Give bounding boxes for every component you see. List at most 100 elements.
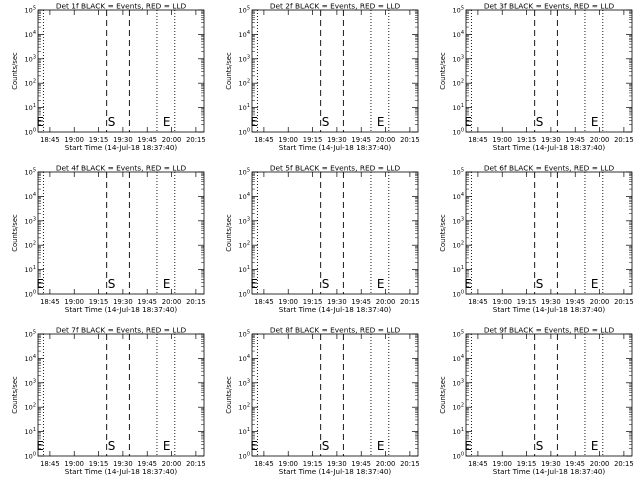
x-tick-label: 19:30 — [327, 298, 347, 306]
x-tick-label: 20:15 — [400, 460, 420, 468]
y-tick-label: 105 — [239, 168, 250, 177]
y-tick-label: 103 — [453, 378, 464, 387]
x-tick-label: 19:30 — [541, 298, 561, 306]
x-axis-label: Start Time (14-Jul-18 18:37:40) — [493, 467, 606, 476]
y-tick-label: 104 — [239, 192, 250, 201]
y-tick-label: 101 — [453, 103, 464, 112]
y-axis-label: Counts/sec — [11, 376, 19, 414]
x-tick-label: 19:00 — [492, 136, 512, 144]
event-marker-e: E — [591, 277, 599, 291]
y-tick-label: 100 — [25, 452, 36, 461]
y-tick-label: 103 — [25, 216, 36, 225]
chart-panel-8: Det 8f BLACK = Events, RED = LLD 100 101 10… — [225, 326, 420, 477]
x-tick-label: 19:15 — [303, 136, 323, 144]
event-marker-e: E — [377, 439, 385, 453]
x-tick-label: 19:15 — [303, 298, 323, 306]
x-tick-label: 19:15 — [89, 460, 109, 468]
y-tick-label: 100 — [239, 128, 250, 137]
x-axis-label: Start Time (14-Jul-18 18:37:40) — [279, 305, 392, 314]
x-tick-label: 20:00 — [590, 298, 610, 306]
x-tick-label: 19:45 — [565, 136, 585, 144]
x-tick-label: 18:45 — [254, 298, 274, 306]
x-tick-label: 20:15 — [400, 136, 420, 144]
x-tick-label: 20:00 — [376, 136, 396, 144]
chart-title: Det 9f BLACK = Events, RED = LLD — [484, 326, 615, 335]
x-tick-label: 20:00 — [376, 460, 396, 468]
y-tick-label: 102 — [25, 403, 36, 412]
x-axis-label: Start Time (14-Jul-18 18:37:40) — [65, 305, 178, 314]
x-tick-label: 20:15 — [186, 460, 206, 468]
chart-panel-5: Det 5f BLACK = Events, RED = LLD 100 101 10… — [225, 164, 420, 315]
x-tick-label: 19:45 — [565, 460, 585, 468]
plot-frame — [251, 9, 419, 133]
x-tick-label: 19:30 — [541, 136, 561, 144]
event-marker-e: E — [377, 115, 385, 129]
x-tick-label: 20:15 — [400, 298, 420, 306]
y-axis-label: Counts/sec — [225, 376, 233, 414]
event-marker-e: E — [591, 439, 599, 453]
x-tick-label: 19:00 — [64, 136, 84, 144]
event-marker-e: E — [36, 115, 44, 129]
x-tick-label: 19:30 — [327, 136, 347, 144]
y-tick-label: 103 — [239, 378, 250, 387]
y-tick-label: 105 — [25, 330, 36, 339]
plot-frame — [37, 171, 205, 295]
event-marker-s: S — [322, 115, 330, 129]
y-axis-label: Counts/sec — [11, 52, 19, 90]
chart-title: Det 3f BLACK = Events, RED = LLD — [484, 2, 615, 11]
y-tick-label: 104 — [25, 192, 36, 201]
x-tick-label: 19:15 — [89, 136, 109, 144]
x-tick-label: 18:45 — [40, 136, 60, 144]
y-axis-label: Counts/sec — [439, 214, 447, 252]
y-tick-label: 103 — [453, 54, 464, 63]
x-tick-label: 19:00 — [492, 460, 512, 468]
y-axis-label: Counts/sec — [225, 214, 233, 252]
y-tick-label: 100 — [453, 452, 464, 461]
event-marker-s: S — [322, 439, 330, 453]
x-tick-label: 19:30 — [113, 136, 133, 144]
x-tick-label: 20:15 — [614, 298, 634, 306]
x-tick-label: 19:45 — [137, 136, 157, 144]
y-tick-label: 102 — [25, 79, 36, 88]
chart-title: Det 8f BLACK = Events, RED = LLD — [270, 326, 401, 335]
y-axis-label: Counts/sec — [225, 52, 233, 90]
plot-frame — [37, 333, 205, 457]
event-marker-e: E — [464, 439, 472, 453]
plot-frame — [251, 171, 419, 295]
x-tick-label: 19:00 — [278, 136, 298, 144]
chart-panel-1: Det 1f BLACK = Events, RED = LLD 100 101 10… — [11, 2, 206, 153]
chart-title: Det 5f BLACK = Events, RED = LLD — [270, 164, 401, 173]
x-tick-label: 18:45 — [254, 460, 274, 468]
x-tick-label: 19:45 — [351, 298, 371, 306]
event-marker-e: E — [591, 115, 599, 129]
x-tick-label: 19:45 — [137, 460, 157, 468]
y-tick-label: 104 — [239, 30, 250, 39]
chart-title: Det 1f BLACK = Events, RED = LLD — [56, 2, 187, 11]
y-tick-label: 104 — [239, 354, 250, 363]
event-marker-s: S — [108, 115, 116, 129]
x-tick-label: 19:00 — [492, 298, 512, 306]
y-tick-label: 101 — [25, 103, 36, 112]
y-tick-label: 105 — [25, 168, 36, 177]
y-tick-label: 100 — [25, 290, 36, 299]
x-tick-label: 18:45 — [468, 298, 488, 306]
y-tick-label: 105 — [453, 168, 464, 177]
x-tick-label: 20:00 — [162, 460, 182, 468]
event-marker-e: E — [250, 115, 258, 129]
x-tick-label: 19:30 — [113, 298, 133, 306]
y-tick-label: 104 — [453, 354, 464, 363]
x-tick-label: 19:45 — [351, 136, 371, 144]
y-tick-label: 104 — [25, 354, 36, 363]
x-tick-label: 19:15 — [303, 460, 323, 468]
event-marker-e: E — [36, 439, 44, 453]
y-tick-label: 104 — [453, 30, 464, 39]
x-tick-label: 19:45 — [565, 298, 585, 306]
y-tick-label: 100 — [239, 452, 250, 461]
y-tick-label: 102 — [239, 241, 250, 250]
y-axis-label: Counts/sec — [439, 376, 447, 414]
y-tick-label: 101 — [453, 265, 464, 274]
y-tick-label: 100 — [453, 128, 464, 137]
y-tick-label: 102 — [453, 403, 464, 412]
x-tick-label: 20:00 — [590, 460, 610, 468]
x-axis-label: Start Time (14-Jul-18 18:37:40) — [65, 143, 178, 152]
